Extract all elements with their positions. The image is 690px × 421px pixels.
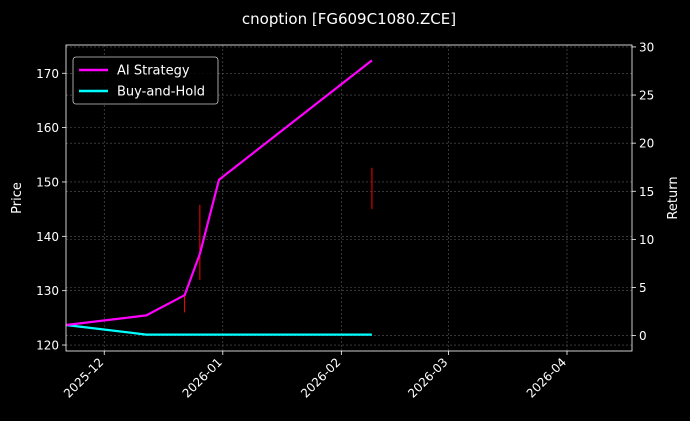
x-tick-label: 2026-03 — [405, 355, 450, 400]
x-tick-label: 2026-04 — [524, 355, 569, 400]
y-tick-label: 160 — [36, 121, 59, 135]
grid — [66, 45, 632, 351]
y-axis-left: 120 130 140 150 160 170 — [36, 67, 66, 353]
x-axis: 2025-12 2026-01 2026-02 2026-03 2026-04 — [61, 351, 569, 401]
plot-frame — [65, 44, 633, 352]
y2-tick-label: 20 — [639, 137, 654, 151]
y2-tick-label: 10 — [639, 233, 654, 247]
y-tick-label: 140 — [36, 230, 59, 244]
price-bars — [184, 167, 373, 313]
y-tick-label: 150 — [36, 175, 59, 189]
legend-label: AI Strategy — [117, 64, 190, 79]
x-tick-label: 2025-12 — [61, 355, 106, 400]
series-line-buy-and-hold — [65, 323, 372, 336]
y-tick-label: 120 — [36, 339, 59, 353]
y-axis-right: 0 5 10 15 20 25 30 — [632, 40, 654, 343]
series-line-ai-strategy — [65, 59, 373, 327]
chart-title: cnoption [FG609C1080.ZCE] — [242, 10, 456, 28]
y-axis-label: Price — [10, 182, 25, 214]
series-lines — [65, 59, 373, 336]
x-tick-label: 2026-01 — [180, 355, 225, 400]
x-tick-label: 2026-02 — [298, 355, 343, 400]
y2-tick-label: 5 — [639, 281, 647, 295]
y2-tick-label: 30 — [639, 40, 654, 54]
y-tick-label: 170 — [36, 67, 59, 81]
y2-axis-label: Return — [666, 176, 681, 219]
legend-box — [72, 56, 219, 105]
y-tick-label: 130 — [36, 284, 59, 298]
y2-tick-label: 0 — [639, 329, 647, 343]
legend-label: Buy-and-Hold — [117, 85, 205, 100]
y2-tick-label: 15 — [639, 185, 654, 199]
y2-tick-label: 25 — [639, 89, 654, 103]
legend: AI Strategy Buy-and-Hold — [72, 56, 219, 105]
